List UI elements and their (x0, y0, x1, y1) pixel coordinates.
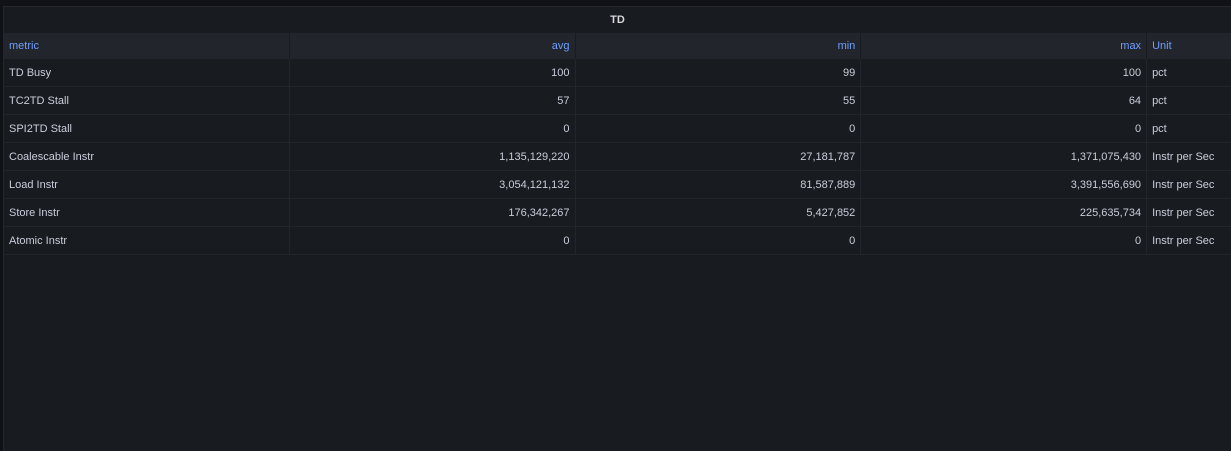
table-row: Atomic Instr 0 0 0 Instr per Sec (4, 227, 1231, 255)
table-panel: TD metric avg min max Unit TD Busy 100 9… (3, 6, 1231, 451)
max-cell: 0 (861, 115, 1148, 142)
metrics-table: metric avg min max Unit TD Busy 100 99 1… (4, 33, 1231, 255)
min-cell: 27,181,787 (576, 143, 862, 170)
table-row: SPI2TD Stall 0 0 0 pct (4, 115, 1231, 143)
column-header-max[interactable]: max (861, 33, 1148, 59)
column-header-min[interactable]: min (576, 33, 862, 59)
table-row: TD Busy 100 99 100 pct (4, 59, 1231, 87)
table-row: TC2TD Stall 57 55 64 pct (4, 87, 1231, 115)
avg-cell: 0 (290, 227, 576, 254)
max-cell: 0 (861, 227, 1148, 254)
max-cell: 64 (861, 87, 1148, 114)
metric-cell: SPI2TD Stall (4, 115, 290, 142)
table-header-row: metric avg min max Unit (4, 33, 1231, 59)
avg-cell: 100 (290, 59, 576, 86)
panel-title[interactable]: TD (610, 14, 625, 26)
unit-cell: pct (1152, 66, 1167, 79)
min-cell: 99 (576, 59, 862, 86)
table-row: Load Instr 3,054,121,132 81,587,889 3,39… (4, 171, 1231, 199)
unit-cell: Instr per Sec (1152, 150, 1215, 163)
unit-cell: pct (1152, 122, 1167, 135)
max-cell: 3,391,556,690 (861, 171, 1148, 198)
unit-cell: Instr per Sec (1152, 178, 1215, 191)
metric-cell: Coalescable Instr (4, 143, 290, 170)
metric-cell: Store Instr (4, 199, 290, 226)
avg-cell: 1,135,129,220 (290, 143, 576, 170)
min-cell: 55 (576, 87, 862, 114)
table-row: Coalescable Instr 1,135,129,220 27,181,7… (4, 143, 1231, 171)
metric-cell: TC2TD Stall (4, 87, 290, 114)
avg-cell: 0 (290, 115, 576, 142)
min-cell: 0 (576, 115, 862, 142)
avg-cell: 176,342,267 (290, 199, 576, 226)
min-cell: 81,587,889 (576, 171, 862, 198)
min-cell: 0 (576, 227, 862, 254)
avg-cell: 3,054,121,132 (290, 171, 576, 198)
metric-cell: Atomic Instr (4, 227, 290, 254)
max-cell: 1,371,075,430 (861, 143, 1148, 170)
unit-cell: pct (1152, 94, 1167, 107)
max-cell: 225,635,734 (861, 199, 1148, 226)
unit-cell: Instr per Sec (1152, 206, 1215, 219)
metric-cell: TD Busy (4, 59, 290, 86)
unit-cell: Instr per Sec (1152, 234, 1215, 247)
column-header-avg[interactable]: avg (290, 33, 576, 59)
avg-cell: 57 (290, 87, 576, 114)
column-header-metric[interactable]: metric (4, 33, 290, 59)
max-cell: 100 (861, 59, 1148, 86)
table-row: Store Instr 176,342,267 5,427,852 225,63… (4, 199, 1231, 227)
min-cell: 5,427,852 (576, 199, 862, 226)
metric-cell: Load Instr (4, 171, 290, 198)
column-header-unit[interactable]: Unit (1152, 40, 1172, 52)
